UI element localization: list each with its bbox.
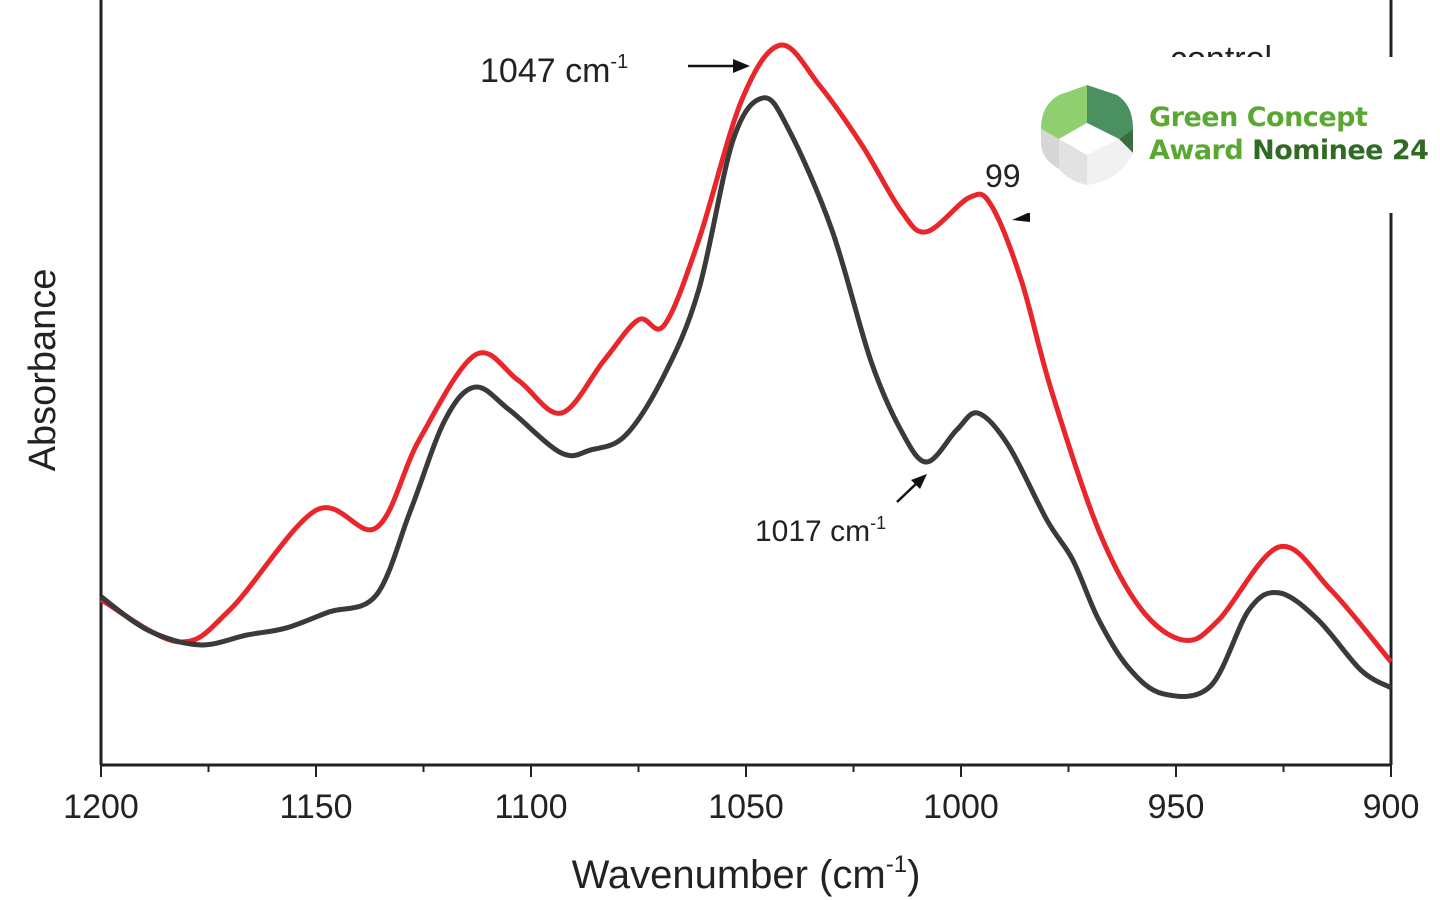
award-logo-icon [1041, 85, 1133, 185]
x-axis-label: Wavenumber (cm-1) [572, 851, 921, 897]
arrowhead-1047 [733, 59, 750, 73]
x-tick-label: 900 [1363, 788, 1420, 826]
y-axis-label: Absorbance [22, 269, 64, 472]
x-tick-label: 1000 [923, 788, 999, 826]
arrowhead-1017 [911, 474, 927, 489]
annotation-1047: 1047 cm-1 [480, 51, 628, 90]
award-badge-text: Green Concept Award Nominee 24 [1149, 101, 1429, 167]
x-tick-label: 1050 [708, 788, 784, 826]
series-line-0 [99, 42, 1393, 664]
x-tick-label: 1200 [63, 788, 139, 826]
award-badge: Green Concept Award Nominee 24 [1025, 57, 1440, 213]
arrowhead-99x [1012, 212, 1030, 222]
x-tick-label: 1100 [494, 788, 567, 826]
arrow-1017 [896, 481, 919, 503]
annotation-99x: 99 [985, 158, 1021, 194]
x-tick-label: 950 [1148, 788, 1205, 826]
annotation-1017: 1017 cm-1 [755, 513, 886, 548]
series-lines [99, 42, 1393, 699]
badge-line1: Green Concept [1149, 102, 1368, 133]
badge-award: Award [1149, 135, 1244, 166]
axes: 1200 1150 1100 1050 1000 950 900 [63, 0, 1419, 826]
badge-nominee: Nominee 24 [1252, 135, 1429, 166]
annotations: 1047 cm-1 1017 cm-1 99 [480, 51, 1030, 548]
x-tick-label: 1150 [279, 788, 352, 826]
series-line-1 [99, 95, 1393, 699]
